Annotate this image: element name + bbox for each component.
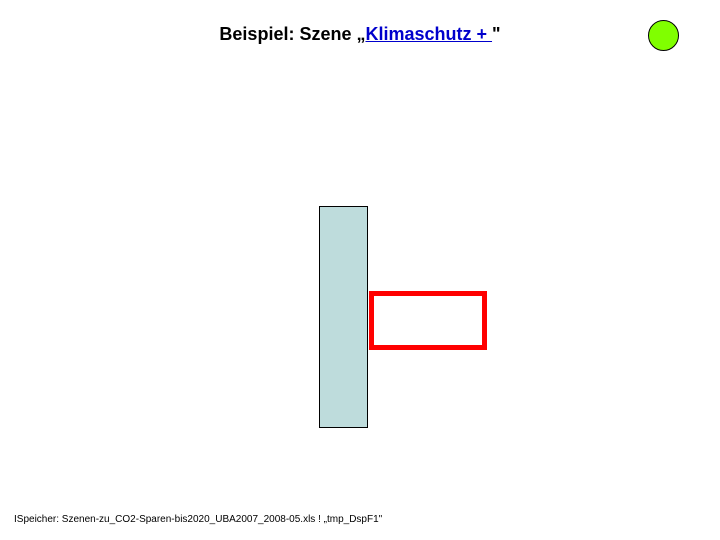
title-prefix: Beispiel: Szene „ <box>219 24 365 44</box>
footer-source-text: ISpeicher: Szenen-zu_CO2-Sparen-bis2020_… <box>14 514 382 525</box>
red-outline-box <box>369 291 487 350</box>
status-circle-icon <box>648 20 679 51</box>
title-highlight: Klimaschutz + <box>365 24 492 44</box>
vertical-bar-shape <box>319 206 368 428</box>
title-suffix: " <box>492 24 501 44</box>
slide-title: Beispiel: Szene „Klimaschutz + " <box>0 24 720 45</box>
